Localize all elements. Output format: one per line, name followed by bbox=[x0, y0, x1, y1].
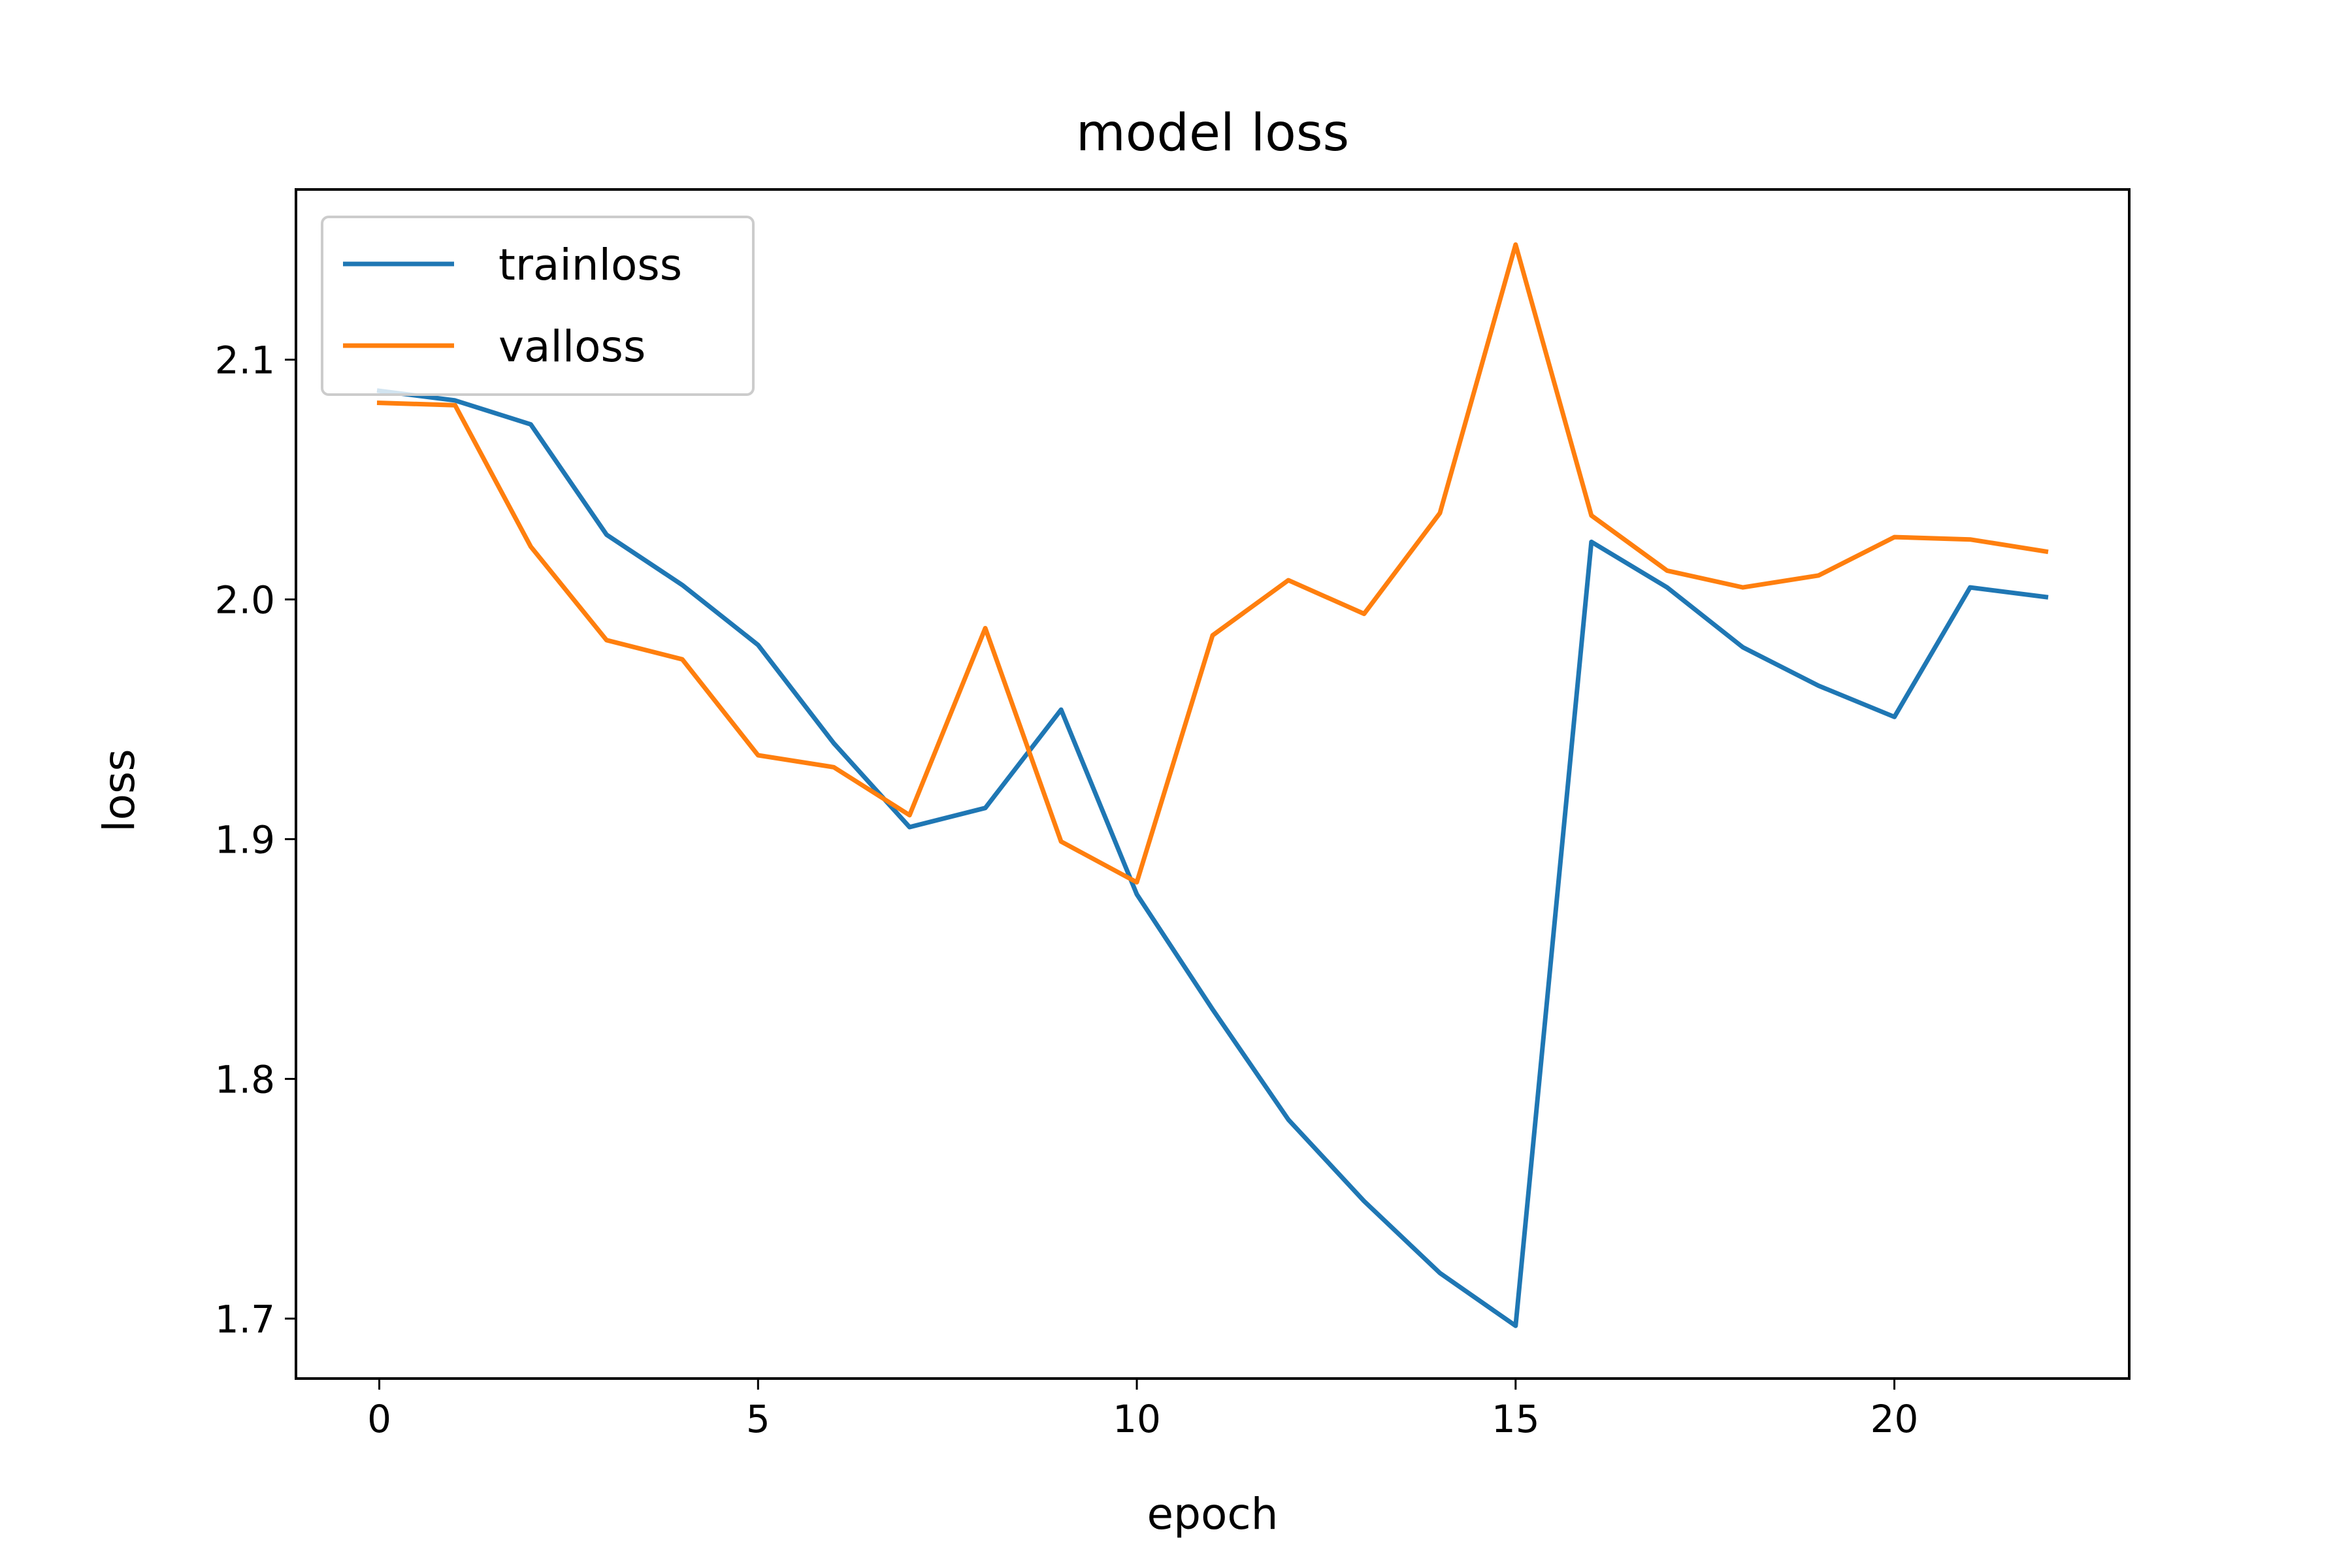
series-lines bbox=[376, 242, 2049, 1328]
series-line-trainloss bbox=[376, 388, 2049, 1328]
x-tick-label: 10 bbox=[1113, 1397, 1161, 1441]
y-tick-label: 2.0 bbox=[215, 578, 275, 622]
y-tick-label: 1.9 bbox=[215, 817, 275, 862]
y-axis-label: loss bbox=[94, 749, 144, 832]
x-axis-label: epoch bbox=[1147, 1489, 1279, 1539]
legend-box bbox=[321, 216, 755, 396]
legend-label-trainloss: trainloss bbox=[498, 240, 682, 290]
axes-frame bbox=[295, 188, 2131, 1380]
y-tick-label: 1.7 bbox=[215, 1297, 275, 1341]
y-tick-label: 2.1 bbox=[215, 338, 275, 383]
x-tick-label: 5 bbox=[746, 1397, 770, 1441]
chart-title: model loss bbox=[1076, 104, 1349, 163]
x-tick-label: 20 bbox=[1870, 1397, 1919, 1441]
legend: trainloss valloss bbox=[321, 216, 755, 396]
series-line-valloss bbox=[376, 242, 2049, 885]
y-tick-label: 1.8 bbox=[215, 1057, 275, 1102]
x-tick-label: 0 bbox=[367, 1397, 391, 1441]
x-axis-ticks: 0 5 10 15 20 bbox=[367, 1379, 1918, 1441]
x-tick-label: 15 bbox=[1492, 1397, 1540, 1441]
y-axis-ticks: 1.7 1.8 1.9 2.0 2.1 bbox=[215, 338, 296, 1341]
legend-label-valloss: valloss bbox=[498, 321, 645, 372]
